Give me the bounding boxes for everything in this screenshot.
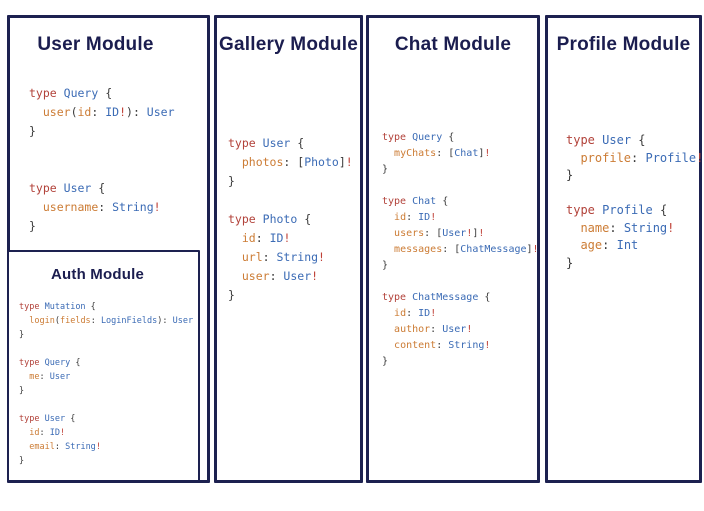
code-line: type User {: [566, 133, 646, 147]
code-line: type User {: [228, 136, 305, 150]
code-line: }: [29, 124, 36, 138]
profile-module-code: type User { profile: Profile!} type Prof…: [566, 132, 703, 272]
code-line: email: String!: [29, 442, 101, 452]
code-line: name: String!: [580, 220, 675, 235]
code-line: }: [228, 174, 235, 188]
auth-module-box: Auth Module type Mutation { login(fields…: [7, 250, 200, 482]
code-line: [228, 191, 353, 210]
code-line: id: ID!: [241, 231, 291, 245]
code-line: [29, 160, 175, 179]
code-line: type Query {: [19, 358, 81, 368]
gallery-module-code: type User { photos: [Photo]!} type Photo…: [228, 134, 353, 305]
code-line: }: [382, 164, 389, 175]
code-line: url: String!: [241, 250, 325, 264]
code-line: user(id: ID!): User: [42, 105, 175, 119]
code-line: type User {: [19, 414, 76, 424]
code-line: [382, 274, 539, 290]
code-line: id: ID!: [394, 212, 437, 223]
chat-module-box: Chat Module type Query { myChats: [Chat]…: [366, 15, 540, 483]
chat-module-code: type Query { myChats: [Chat]!} type Chat…: [382, 130, 539, 370]
code-line: [19, 342, 193, 356]
code-line: type Profile {: [566, 203, 668, 217]
code-line: type Chat {: [382, 196, 449, 207]
code-line: profile: Profile!: [580, 150, 704, 165]
gallery-module-box: Gallery Module type User { photos: [Phot…: [214, 15, 363, 483]
code-line: author: User!: [394, 324, 473, 335]
auth-module-title: Auth Module: [50, 266, 144, 283]
code-line: type User {: [29, 181, 106, 195]
user-module-code: type Query { user(id: ID!): User} type U…: [29, 84, 175, 236]
code-line: photos: [Photo]!: [241, 155, 353, 169]
chat-module-title: Chat Module: [394, 34, 512, 55]
code-line: [566, 185, 703, 203]
code-line: }: [566, 168, 574, 182]
profile-module-title: Profile Module: [556, 34, 691, 55]
code-line: }: [29, 219, 36, 233]
code-line: }: [19, 330, 25, 340]
code-line: me: User: [29, 372, 71, 382]
profile-module-box: Profile Module type User { profile: Prof…: [545, 15, 703, 483]
code-line: type ChatMessage {: [382, 292, 491, 303]
code-line: users: [User!]!: [394, 228, 485, 239]
code-line: [382, 178, 539, 194]
code-line: username: String!: [42, 200, 161, 214]
code-line: messages: [ChatMessage]!: [394, 244, 539, 255]
code-line: }: [19, 386, 25, 396]
gallery-module-title: Gallery Module: [218, 34, 358, 55]
code-line: type Query {: [382, 132, 455, 143]
code-line: type Query {: [29, 86, 113, 100]
code-line: id: ID!: [394, 308, 437, 319]
code-line: type Mutation {: [19, 302, 96, 312]
code-line: [19, 398, 193, 412]
code-line: }: [19, 456, 25, 466]
code-line: }: [228, 288, 235, 302]
code-line: login(fields: LoginFields): User: [29, 316, 194, 326]
user-module-title: User Module: [37, 34, 154, 55]
code-line: age: Int: [580, 238, 639, 252]
code-line: }: [382, 260, 389, 271]
code-line: content: String!: [394, 340, 491, 351]
code-line: }: [566, 255, 574, 270]
code-line: type Photo {: [228, 212, 312, 226]
code-line: myChats: [Chat]!: [394, 148, 491, 159]
code-line: id: ID!: [29, 428, 66, 438]
auth-module-code: type Mutation { login(fields: LoginField…: [19, 300, 193, 468]
code-line: }: [382, 356, 389, 367]
code-line: user: User!: [241, 269, 319, 283]
code-line: [29, 141, 175, 160]
